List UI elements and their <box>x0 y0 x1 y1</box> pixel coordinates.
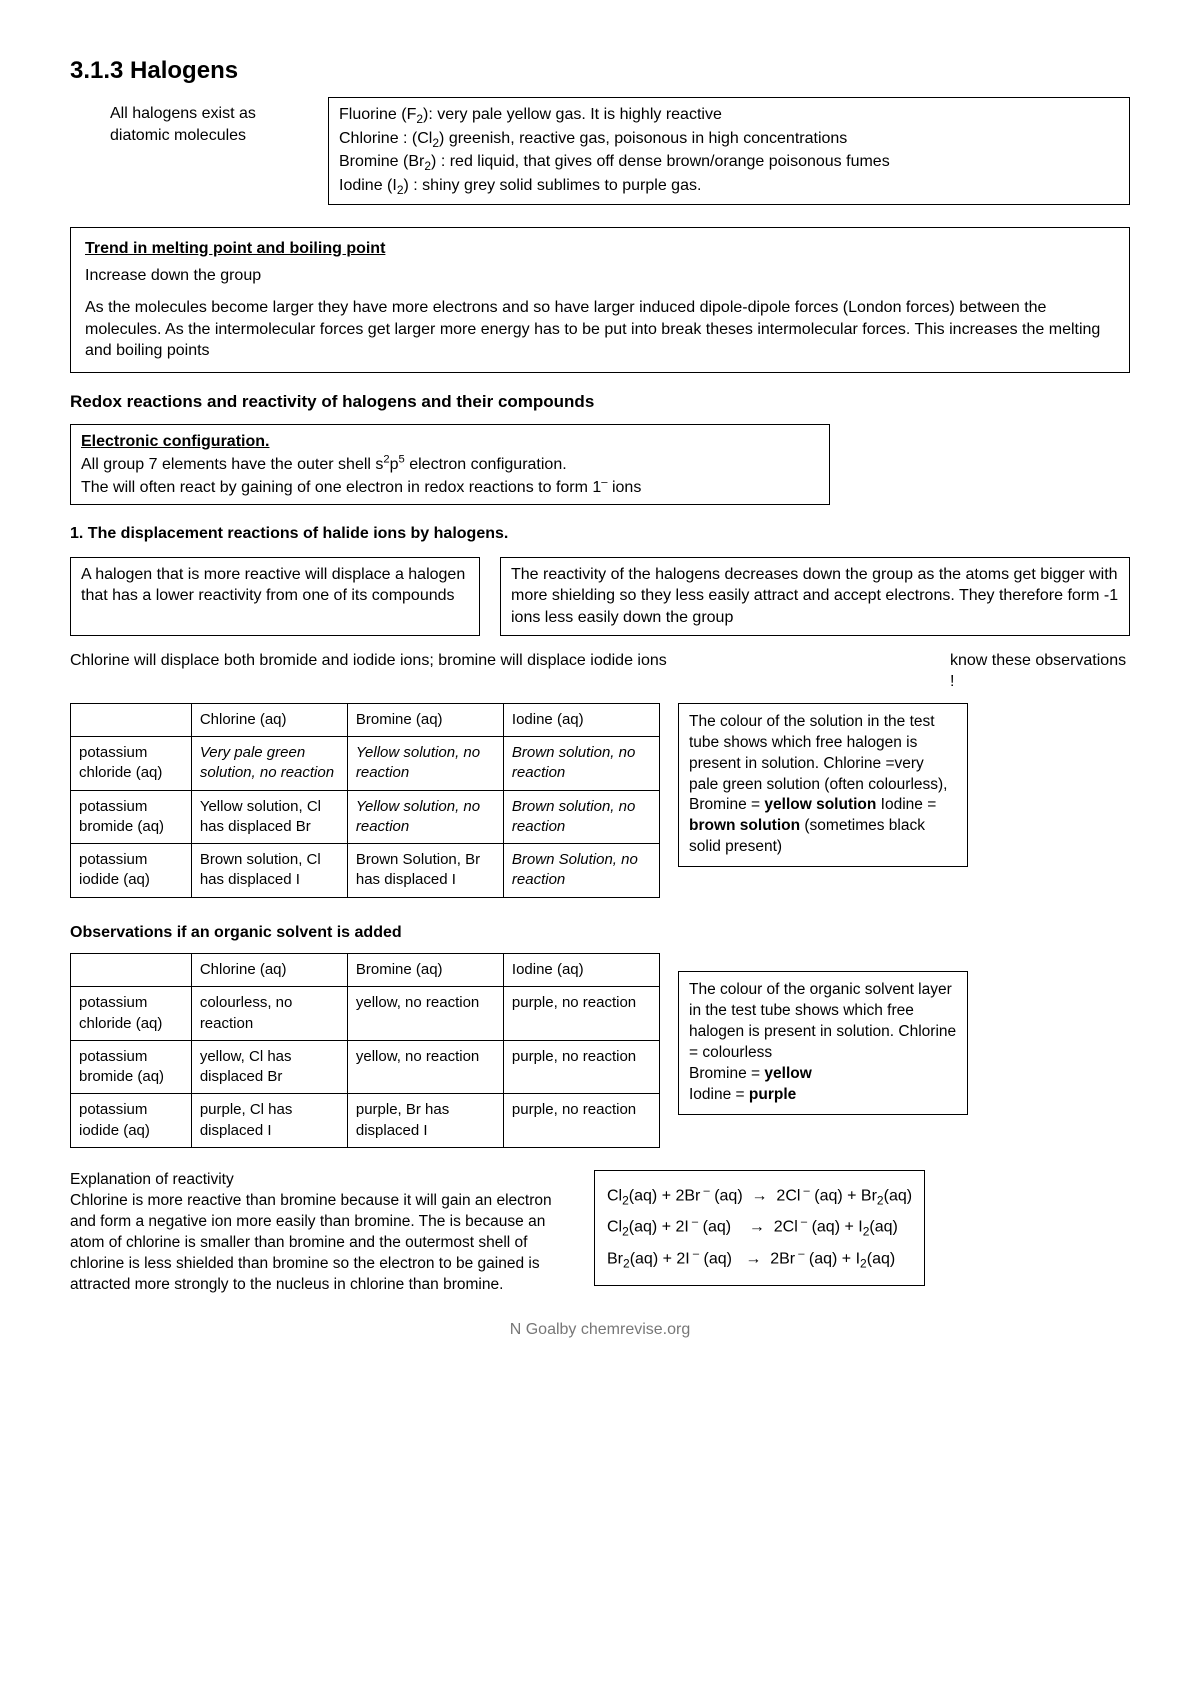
disp-box-right: The reactivity of the halogens decreases… <box>500 557 1130 636</box>
cell: purple, no reaction <box>503 1094 659 1148</box>
equation-1: Cl2(aq) + 2Br – (aq) → 2Cl – (aq) + Br2(… <box>607 1181 912 1212</box>
th-blank <box>71 703 192 736</box>
cell: purple, Cl has displaced I <box>191 1094 347 1148</box>
table-row: potassium bromide (aq) Yellow solution, … <box>71 790 660 844</box>
redox-heading: Redox reactions and reactivity of haloge… <box>70 391 1130 414</box>
bromine-line: Bromine (Br2) : red liquid, that gives o… <box>339 151 1119 174</box>
cell: purple, no reaction <box>503 987 659 1041</box>
econfig-line1: All group 7 elements have the outer shel… <box>81 456 567 473</box>
explanation-body: Chlorine is more reactive than bromine b… <box>70 1191 570 1296</box>
explanation-row: Explanation of reactivity Chlorine is mo… <box>70 1170 1130 1296</box>
cell: Brown solution, no reaction <box>503 790 659 844</box>
row-header: potassium bromide (aq) <box>71 1040 192 1094</box>
th-iodine: Iodine (aq) <box>503 703 659 736</box>
side2-t3b: yellow <box>764 1065 811 1082</box>
th-iodine: Iodine (aq) <box>503 954 659 987</box>
colour-note-aqueous: The colour of the solution in the test t… <box>678 703 968 867</box>
cell: Very pale green solution, no reaction <box>191 737 347 791</box>
th-blank <box>71 954 192 987</box>
intro-row: All halogens exist as diatomic molecules… <box>70 97 1130 205</box>
fluorine-line: Fluorine (F2): very pale yellow gas. It … <box>339 104 1119 127</box>
cell: purple, Br has displaced I <box>347 1094 503 1148</box>
intro-diatomic: All halogens exist as diatomic molecules <box>110 103 310 146</box>
side2-t4b: purple <box>749 1086 796 1103</box>
side1-t4a: Iodine = <box>881 796 937 813</box>
side1-t3a: Bromine = <box>689 796 764 813</box>
table-row: potassium chloride (aq) colourless, no r… <box>71 987 660 1041</box>
econfig-line2: The will often react by gaining of one e… <box>81 479 641 496</box>
cell: Yellow solution, Cl has displaced Br <box>191 790 347 844</box>
econfig-box: Electronic configuration. All group 7 el… <box>70 424 830 505</box>
equation-2: Cl2(aq) + 2I – (aq) → 2Cl – (aq) + I2(aq… <box>607 1212 912 1243</box>
th-chlorine: Chlorine (aq) <box>191 703 347 736</box>
cell: colourless, no reaction <box>191 987 347 1041</box>
iodine-line: Iodine (I2) : shiny grey solid sublimes … <box>339 175 1119 198</box>
explanation-title: Explanation of reactivity <box>70 1170 570 1191</box>
cell: yellow, Cl has displaced Br <box>191 1040 347 1094</box>
page-footer: N Goalby chemrevise.org <box>70 1319 1130 1341</box>
intro-properties-box: Fluorine (F2): very pale yellow gas. It … <box>328 97 1130 205</box>
organic-heading: Observations if an organic solvent is ad… <box>70 922 1130 944</box>
equations-box: Cl2(aq) + 2Br – (aq) → 2Cl – (aq) + Br2(… <box>594 1170 925 1286</box>
displace-statement: Chlorine will displace both bromide and … <box>70 650 667 672</box>
side2-t3a: Bromine = <box>689 1065 764 1082</box>
cell: Brown solution, no reaction <box>503 737 659 791</box>
cell: yellow, no reaction <box>347 987 503 1041</box>
table-header-row: Chlorine (aq) Bromine (aq) Iodine (aq) <box>71 954 660 987</box>
side2-t4a: Iodine = <box>689 1086 749 1103</box>
trend-line2: As the molecules become larger they have… <box>85 297 1115 362</box>
cell: yellow, no reaction <box>347 1040 503 1094</box>
side1-t4b: brown solution <box>689 817 800 834</box>
displacement-heading: 1. The displacement reactions of halide … <box>70 523 1130 545</box>
displacement-boxes: A halogen that is more reactive will dis… <box>70 557 1130 636</box>
trend-title: Trend in melting point and boiling point <box>85 238 1115 260</box>
disp-box-left: A halogen that is more reactive will dis… <box>70 557 480 636</box>
table-row: potassium chloride (aq) Very pale green … <box>71 737 660 791</box>
equation-3: Br2(aq) + 2I – (aq) → 2Br – (aq) + I2(aq… <box>607 1244 912 1275</box>
colour-note-organic: The colour of the organic solvent layer … <box>678 971 968 1115</box>
cell: Yellow solution, no reaction <box>347 737 503 791</box>
th-chlorine: Chlorine (aq) <box>191 954 347 987</box>
trend-line1: Increase down the group <box>85 265 1115 287</box>
side1-t3b: yellow solution <box>764 796 876 813</box>
cell: purple, no reaction <box>503 1040 659 1094</box>
table-row: potassium iodide (aq) purple, Cl has dis… <box>71 1094 660 1148</box>
table-row: potassium iodide (aq) Brown solution, Cl… <box>71 844 660 898</box>
cell: Yellow solution, no reaction <box>347 790 503 844</box>
cell: Brown Solution, no reaction <box>503 844 659 898</box>
trend-box: Trend in melting point and boiling point… <box>70 227 1130 373</box>
row-header: potassium chloride (aq) <box>71 737 192 791</box>
econfig-title: Electronic configuration. <box>81 433 269 450</box>
know-these-note: know these observations ! <box>950 650 1130 693</box>
displacement-table: Chlorine (aq) Bromine (aq) Iodine (aq) p… <box>70 703 660 898</box>
cell: Brown Solution, Br has displaced I <box>347 844 503 898</box>
row-header: potassium bromide (aq) <box>71 790 192 844</box>
th-bromine: Bromine (aq) <box>347 954 503 987</box>
table-header-row: Chlorine (aq) Bromine (aq) Iodine (aq) <box>71 703 660 736</box>
row-header: potassium iodide (aq) <box>71 1094 192 1148</box>
table-row: potassium bromide (aq) yellow, Cl has di… <box>71 1040 660 1094</box>
explanation-text: Explanation of reactivity Chlorine is mo… <box>70 1170 570 1296</box>
row-header: potassium chloride (aq) <box>71 987 192 1041</box>
chlorine-line: Chlorine : (Cl2) greenish, reactive gas,… <box>339 128 1119 151</box>
organic-table: Chlorine (aq) Bromine (aq) Iodine (aq) p… <box>70 953 660 1148</box>
th-bromine: Bromine (aq) <box>347 703 503 736</box>
page-title: 3.1.3 Halogens <box>70 55 1130 87</box>
table1-row: Chlorine (aq) Bromine (aq) Iodine (aq) p… <box>70 703 1130 898</box>
table2-row: Chlorine (aq) Bromine (aq) Iodine (aq) p… <box>70 953 1130 1148</box>
cell: Brown solution, Cl has displaced I <box>191 844 347 898</box>
displace-statement-row: Chlorine will displace both bromide and … <box>70 650 1130 693</box>
row-header: potassium iodide (aq) <box>71 844 192 898</box>
